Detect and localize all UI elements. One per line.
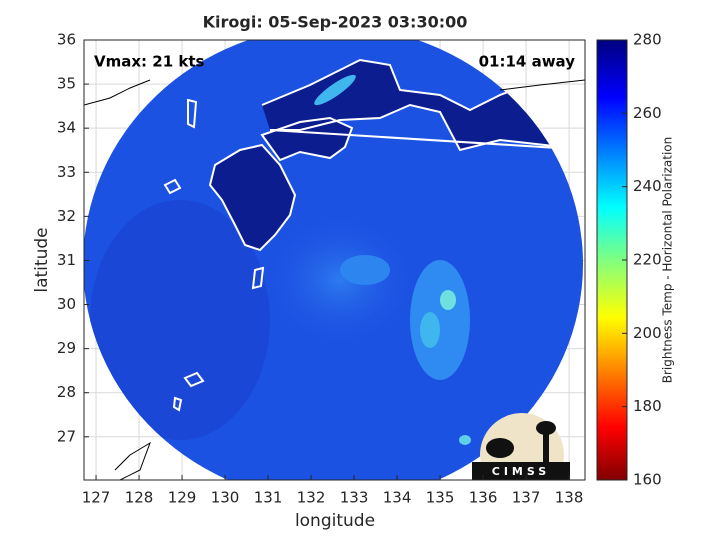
y-tick-label: 35 — [57, 75, 76, 93]
y-tick-label: 28 — [57, 383, 76, 401]
colorbar-tick-label: 260 — [633, 104, 662, 122]
logo-text: CIMSS — [492, 465, 550, 478]
y-tick-label: 30 — [57, 295, 76, 313]
y-tick-label: 34 — [57, 119, 76, 137]
x-tick-label: 131 — [254, 489, 283, 507]
x-tick-label: 134 — [383, 489, 412, 507]
x-tick-label: 137 — [512, 489, 541, 507]
x-tick-label: 135 — [426, 489, 455, 507]
y-tick-label: 31 — [57, 251, 76, 269]
x-tick-label: 138 — [555, 489, 584, 507]
x-axis-label: longitude — [295, 511, 375, 531]
x-tick-label: 132 — [297, 489, 326, 507]
y-tick-label: 27 — [57, 427, 76, 445]
chart-title: Kirogi: 05-Sep-2023 03:30:00 — [203, 13, 468, 32]
colorbar-tick-label: 240 — [633, 177, 662, 195]
x-tick-label: 127 — [82, 489, 111, 507]
colorbar-tick-label: 220 — [633, 251, 662, 269]
colorbar-tick-label: 200 — [633, 324, 662, 342]
x-tick-label: 130 — [211, 489, 240, 507]
y-tick-label: 29 — [57, 339, 76, 357]
annotation: 01:14 away — [479, 53, 576, 71]
y-tick-label: 33 — [57, 163, 76, 181]
logo: CIMSS — [472, 413, 570, 480]
colorbar-tick-label: 180 — [633, 397, 662, 415]
x-tick-label: 129 — [168, 489, 197, 507]
colorbar-tick-label: 280 — [633, 31, 662, 49]
swath-image: CIMSS — [84, 40, 585, 480]
x-tick-label: 136 — [469, 489, 498, 507]
x-tick-label: 128 — [125, 489, 154, 507]
y-tick-label: 32 — [57, 207, 76, 225]
y-axis-label: latitude — [32, 227, 52, 292]
colorbar-tick-label: 160 — [633, 471, 662, 489]
x-tick-label: 133 — [340, 489, 369, 507]
colorbar-label: Brightness Temp - Horizontal Polarizatio… — [661, 137, 675, 384]
annotation: Vmax: 21 kts — [94, 53, 204, 71]
y-tick-label: 36 — [57, 31, 76, 49]
